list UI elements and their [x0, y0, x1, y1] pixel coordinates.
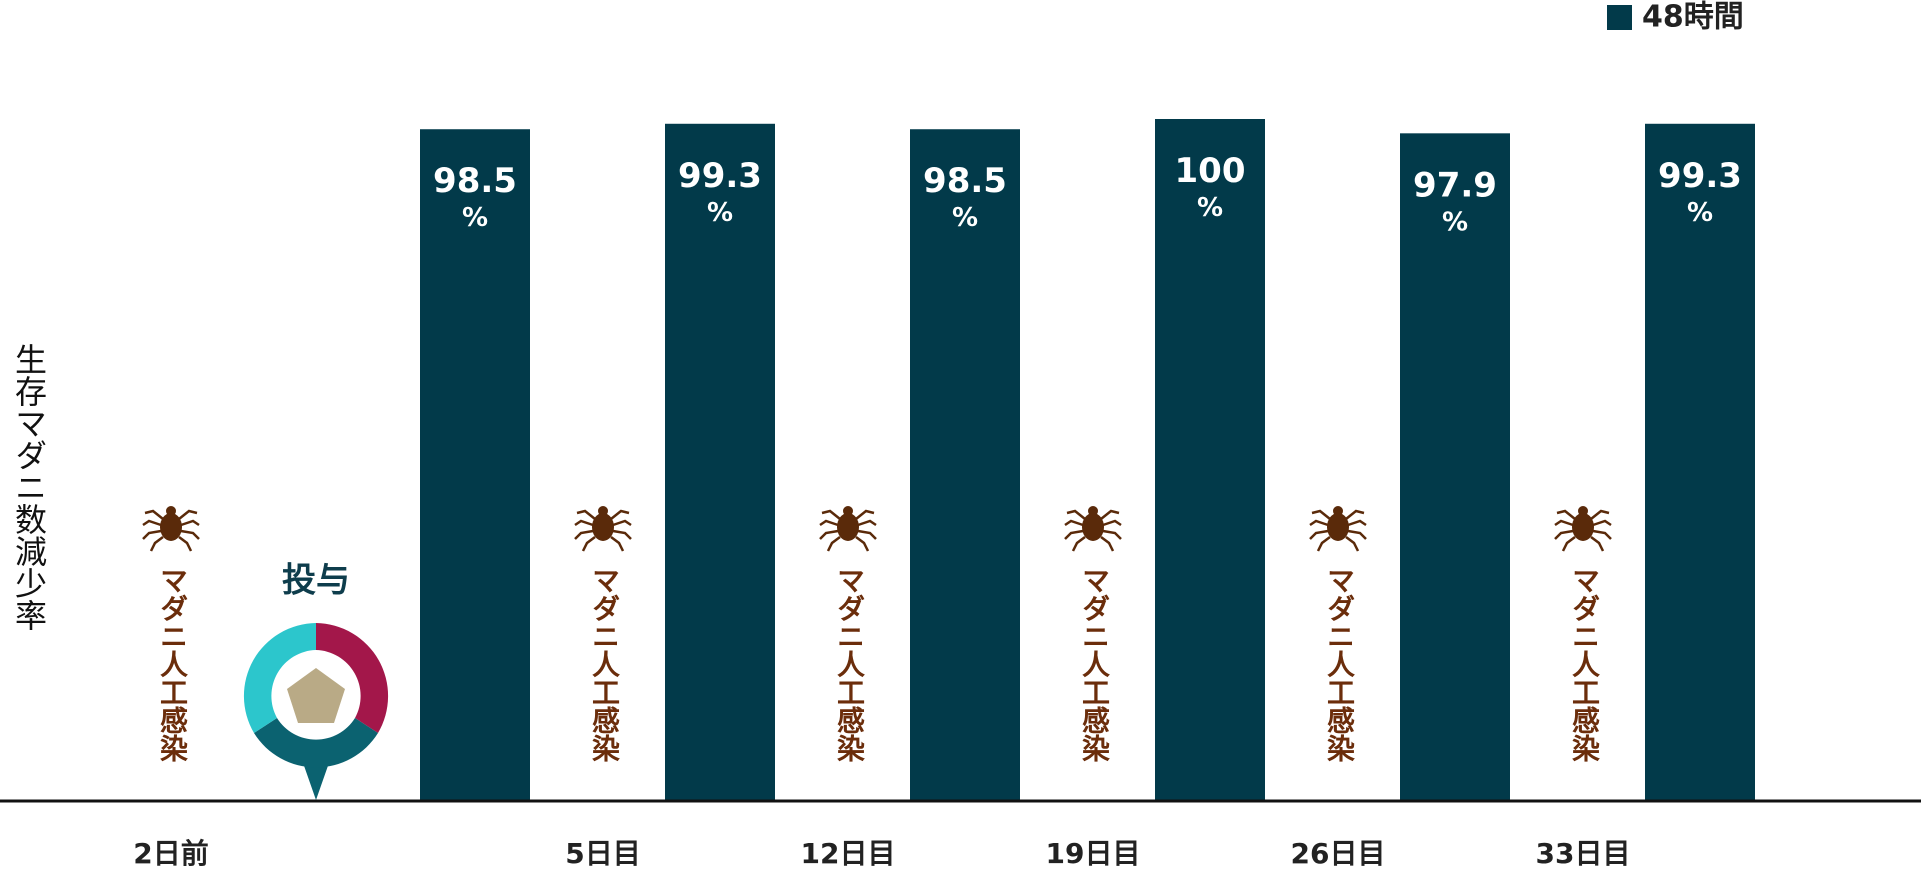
infestation-label: マダニ人工感染	[1568, 566, 1601, 762]
value-unit: %	[1442, 207, 1468, 237]
dosing-label: 投与	[282, 561, 350, 601]
bar	[1155, 119, 1265, 801]
bar	[1400, 133, 1510, 801]
tick-icon	[141, 504, 201, 553]
value-label: 98.5%	[433, 161, 517, 233]
value-unit: %	[707, 197, 733, 227]
value-label: 99.3%	[1658, 155, 1742, 227]
bar	[1645, 123, 1755, 802]
value-number: 100	[1175, 151, 1246, 191]
day-label: 19日目	[1046, 837, 1141, 870]
value-label: 100%	[1175, 151, 1246, 223]
value-unit: %	[952, 203, 978, 233]
day-label: 26日目	[1291, 837, 1386, 870]
value-label: 99.3%	[678, 155, 762, 227]
value-number: 97.9	[1413, 165, 1497, 205]
tick-icon	[818, 504, 878, 553]
infestation-label: マダニ人工感染	[833, 566, 866, 762]
value-number: 98.5	[433, 161, 517, 201]
value-number: 99.3	[1658, 155, 1742, 195]
legend-swatch	[1607, 5, 1632, 30]
value-number: 99.3	[678, 155, 762, 195]
day-label: 12日目	[801, 837, 896, 870]
day-label: 5日目	[565, 837, 640, 870]
value-unit: %	[1687, 197, 1713, 227]
day-label: 33日目	[1536, 837, 1631, 870]
bar	[910, 129, 1020, 802]
value-unit: %	[1197, 193, 1223, 223]
tick-icon	[1553, 504, 1613, 553]
value-unit: %	[462, 203, 488, 233]
value-label: 97.9%	[1413, 165, 1497, 237]
value-label: 98.5%	[923, 161, 1007, 233]
legend-label: 48時間	[1642, 0, 1744, 35]
value-number: 98.5	[923, 161, 1007, 201]
bar	[665, 123, 775, 802]
infestation-label: マダニ人工感染	[156, 566, 189, 762]
dosing-marker	[243, 623, 389, 800]
bar	[420, 129, 530, 802]
y-axis-label: 生存マダニ数減少率	[10, 343, 48, 631]
tick-icon	[1063, 504, 1123, 553]
tick-icon	[1308, 504, 1368, 553]
infestation-label: マダニ人工感染	[1078, 566, 1111, 762]
tick-icon	[573, 504, 633, 553]
infestation-label: マダニ人工感染	[1323, 566, 1356, 762]
day-label: 2日前	[133, 837, 208, 870]
infestation-label: マダニ人工感染	[588, 566, 621, 762]
